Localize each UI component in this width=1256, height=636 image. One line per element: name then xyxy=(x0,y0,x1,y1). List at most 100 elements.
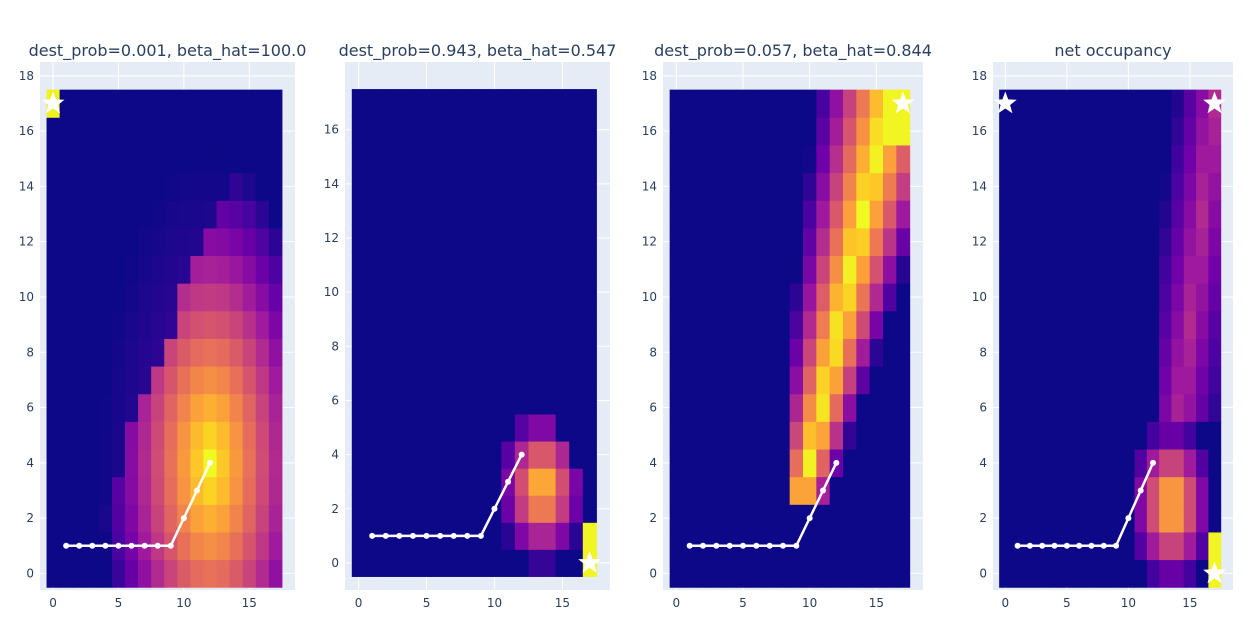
heatmap-cell xyxy=(164,504,178,533)
trajectory-point xyxy=(1137,487,1144,494)
heatmap-cell xyxy=(723,366,737,395)
star-marker xyxy=(578,550,601,573)
heatmap-cell xyxy=(59,283,74,312)
y-tick-label: 0 xyxy=(979,566,987,580)
heatmap-cell xyxy=(392,89,407,117)
heatmap-cell xyxy=(829,531,844,561)
trajectory-point xyxy=(464,532,471,539)
heatmap-cell xyxy=(896,531,911,561)
heatmap-cell xyxy=(843,449,857,478)
heatmap-cell xyxy=(542,251,557,280)
trajectory-point xyxy=(154,542,161,549)
heatmap-cell xyxy=(514,549,529,577)
heatmap-cell xyxy=(514,224,529,253)
heatmap-cell xyxy=(999,559,1012,588)
heatmap-cell xyxy=(1109,227,1123,257)
heatmap-cell xyxy=(1134,283,1148,312)
heatmap-cell xyxy=(1036,338,1049,367)
heatmap-cell xyxy=(749,89,764,118)
y-tick-label: 6 xyxy=(26,401,34,415)
heatmap-cell xyxy=(1060,366,1074,395)
heatmap-cell xyxy=(763,449,777,478)
heatmap-cell xyxy=(542,170,557,198)
y-tick-label: 14 xyxy=(324,177,339,191)
heatmap-cell xyxy=(1159,366,1172,395)
heatmap-cell xyxy=(1048,476,1062,505)
heatmap-cell xyxy=(555,468,570,496)
heatmap-cell xyxy=(569,251,584,280)
heatmap-cell xyxy=(419,305,434,334)
heatmap-cell xyxy=(1036,172,1049,201)
panel-title: net occupancy xyxy=(1054,41,1171,60)
heatmap-cell xyxy=(203,531,218,561)
heatmap-cell xyxy=(474,468,489,496)
heatmap-cell xyxy=(1122,144,1136,174)
y-tick-label: 18 xyxy=(642,69,657,83)
heatmap-cell xyxy=(351,170,366,198)
heatmap-cell xyxy=(789,559,804,588)
heatmap-cell xyxy=(1060,338,1074,367)
heatmap-cell xyxy=(125,476,139,505)
heatmap-cell xyxy=(683,504,697,533)
trajectory-point xyxy=(1063,542,1070,549)
heatmap-cell xyxy=(351,332,366,361)
heatmap-cell xyxy=(669,117,684,146)
heatmap-cell xyxy=(446,386,462,415)
heatmap-cell xyxy=(1085,255,1099,284)
heatmap-cell xyxy=(460,332,475,361)
heatmap-cell xyxy=(1208,227,1222,257)
heatmap-cell xyxy=(723,255,737,284)
heatmap-cell xyxy=(1171,366,1185,395)
heatmap-cell xyxy=(151,310,165,339)
heatmap-cell xyxy=(1171,449,1185,478)
heatmap-cell xyxy=(216,531,231,561)
heatmap-cell xyxy=(999,531,1012,561)
heatmap-cell xyxy=(203,227,218,257)
heatmap-cell xyxy=(392,116,407,144)
heatmap-cell xyxy=(776,117,791,146)
heatmap-cell xyxy=(999,200,1012,229)
heatmap-cell xyxy=(138,310,152,339)
heatmap-cell xyxy=(1208,117,1222,146)
heatmap-cell xyxy=(216,310,231,339)
heatmap-cell xyxy=(1109,200,1123,229)
trajectory-point xyxy=(437,532,444,539)
heatmap-cell xyxy=(723,393,737,422)
heatmap-cell xyxy=(789,338,804,367)
heatmap-cell xyxy=(1036,255,1049,284)
heatmap-cell xyxy=(351,224,366,253)
y-tick-label: 2 xyxy=(331,502,339,516)
heatmap-cell xyxy=(1109,255,1123,284)
heatmap-cell xyxy=(856,421,871,450)
heatmap-cell xyxy=(1011,421,1025,450)
heatmap-cell xyxy=(843,255,857,284)
heatmap-cell xyxy=(1171,172,1185,201)
heatmap-cell xyxy=(709,338,724,367)
heatmap-cell xyxy=(501,359,516,388)
heatmap-cell xyxy=(1171,531,1185,561)
heatmap-cell xyxy=(501,143,516,171)
heatmap-cell xyxy=(1036,504,1049,533)
heatmap-cell xyxy=(843,559,857,588)
heatmap-cell xyxy=(85,89,100,118)
panel-3: dest_prob=0.057, beta_hat=0.844 0 5 10 15 0 2 4… xyxy=(642,41,932,610)
heatmap-cell xyxy=(669,255,684,284)
heatmap-cell xyxy=(177,144,191,174)
heatmap-cell xyxy=(843,393,857,422)
heatmap-cell xyxy=(351,522,366,550)
x-tick-label: 5 xyxy=(423,596,431,610)
heatmap-cell xyxy=(1171,144,1185,174)
heatmap-cell xyxy=(1196,89,1209,118)
heatmap-cell xyxy=(351,414,366,442)
heatmap-cell xyxy=(1011,476,1025,505)
heatmap-cell xyxy=(1146,117,1160,146)
heatmap-cell xyxy=(446,89,462,117)
heatmap-cell xyxy=(255,449,270,478)
heatmap-cell xyxy=(151,117,165,146)
heatmap-cell xyxy=(446,414,462,442)
heatmap-cell xyxy=(216,559,231,588)
heatmap-cell xyxy=(1060,227,1074,257)
heatmap-cell xyxy=(999,255,1012,284)
heatmap-cell xyxy=(514,332,529,361)
heatmap-cell xyxy=(1060,283,1074,312)
